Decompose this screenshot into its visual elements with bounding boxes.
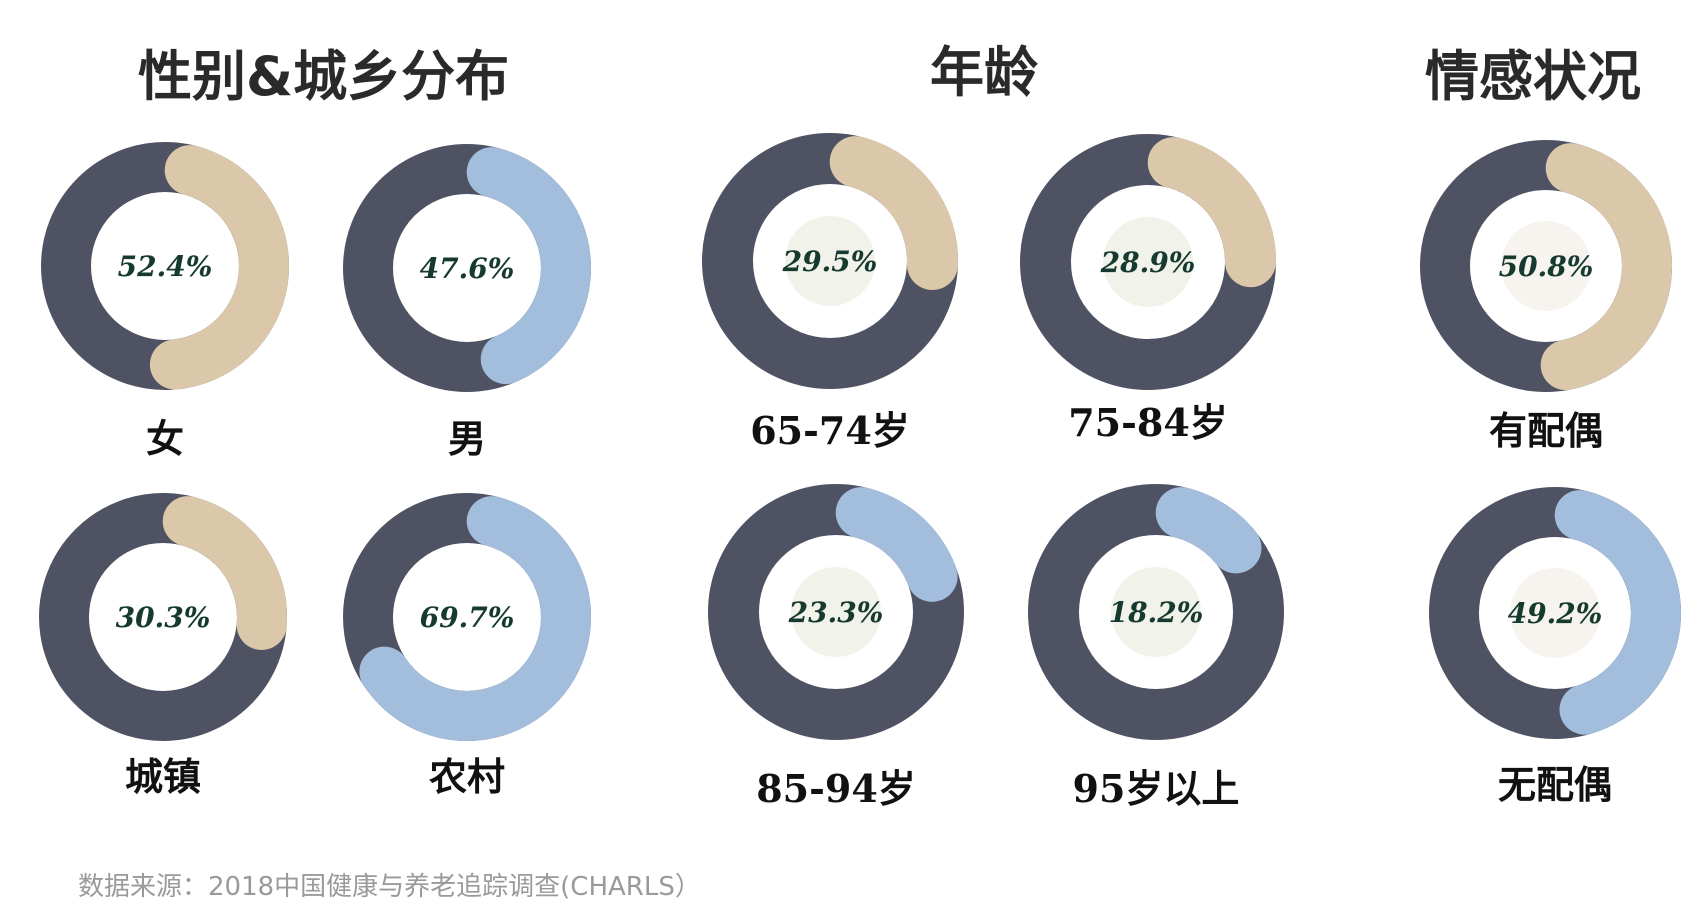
donut-chart: 28.9% (1046, 160, 1251, 365)
donut-value-label: 47.6% (420, 252, 515, 285)
donut-value-label: 49.2% (1508, 597, 1603, 630)
donut-caption: 农村 (429, 746, 505, 801)
data-source-note: 数据来源：2018中国健康与养老追踪调查(CHARLS） (78, 866, 701, 903)
donut-caption: 有配偶 (1489, 400, 1603, 455)
donut-caption: 无配偶 (1498, 754, 1612, 809)
donut-value-label: 30.3% (116, 601, 211, 634)
donut-chart: 52.4% (66, 167, 264, 365)
donut-chart: 47.6% (368, 169, 566, 367)
donut-caption: 城镇 (125, 746, 201, 801)
donut-chart: 18.2% (1054, 510, 1259, 715)
donut-value-label: 29.5% (782, 245, 878, 278)
donut-caption: 男 (448, 408, 486, 463)
donut-caption: 65-74岁 (750, 400, 910, 455)
donut-chart: 30.3% (64, 518, 262, 716)
donut-value-label: 18.2% (1109, 596, 1204, 629)
donut-value-label: 23.3% (788, 596, 884, 629)
donut-chart: 29.5% (728, 159, 933, 364)
donut-chart: 69.7% (368, 518, 566, 716)
donut-chart: 50.8% (1445, 165, 1647, 367)
donut-chart: 23.3% (734, 510, 939, 715)
donut-caption: 75-84岁 (1068, 392, 1228, 447)
donut-value-label: 69.7% (420, 601, 515, 634)
donut-value-label: 50.8% (1499, 250, 1594, 283)
donut-caption: 85-94岁 (756, 758, 916, 813)
donut-caption: 95岁以上 (1073, 758, 1240, 813)
donut-chart: 49.2% (1454, 512, 1656, 714)
donut-caption: 女 (146, 408, 184, 463)
donut-value-label: 28.9% (1100, 246, 1196, 279)
donut-value-label: 52.4% (118, 250, 213, 283)
